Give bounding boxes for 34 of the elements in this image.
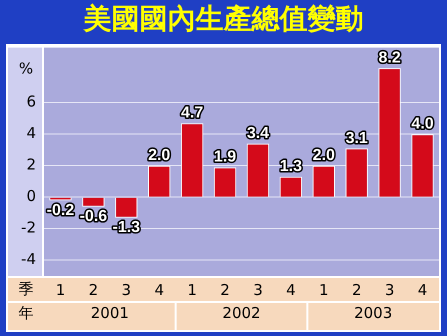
- data-label: 3.1: [346, 130, 368, 147]
- x-tick-label: 1: [187, 280, 197, 299]
- x-tick-label: 2: [220, 280, 230, 299]
- y-tick-label: 4: [26, 124, 36, 142]
- y-tick-label: -2: [21, 218, 36, 237]
- y-tick-label: 2: [26, 156, 36, 174]
- x-tick-label: 4: [418, 280, 428, 299]
- text: 2003: [354, 304, 392, 322]
- data-label: 2.0: [148, 147, 170, 164]
- x-tick-label: 2: [352, 280, 362, 299]
- data-label: 8.2: [378, 49, 401, 66]
- y-tick-label: 0: [26, 187, 36, 206]
- x-tick-label: 3: [122, 280, 132, 299]
- text: 2001: [90, 304, 129, 322]
- x-tick-label: 1: [319, 280, 329, 299]
- y-axis-title: %: [18, 59, 34, 78]
- data-label: -0.2: [46, 202, 74, 219]
- data-label: -0.6: [80, 208, 108, 226]
- data-label: 1.9: [214, 148, 236, 166]
- text: 季: [18, 280, 34, 298]
- x-tick-label: 4: [154, 280, 164, 299]
- x-tick-label: 1: [56, 280, 66, 299]
- data-label: 4.7: [181, 104, 204, 122]
- x-tick-label: 2: [88, 280, 98, 299]
- x-tick-label: 3: [384, 280, 394, 299]
- data-label: 4.0: [411, 116, 434, 133]
- data-label: 2.0: [312, 147, 336, 164]
- x-tick-label: 4: [286, 280, 296, 299]
- y-tick-label: -4: [21, 250, 36, 268]
- chart-title: 美國國內生產總值變動: [82, 2, 364, 36]
- x-tick-label: 3: [253, 280, 263, 299]
- text: 2002: [222, 304, 261, 322]
- text: 年: [18, 304, 34, 322]
- y-tick-label: 6: [26, 92, 36, 111]
